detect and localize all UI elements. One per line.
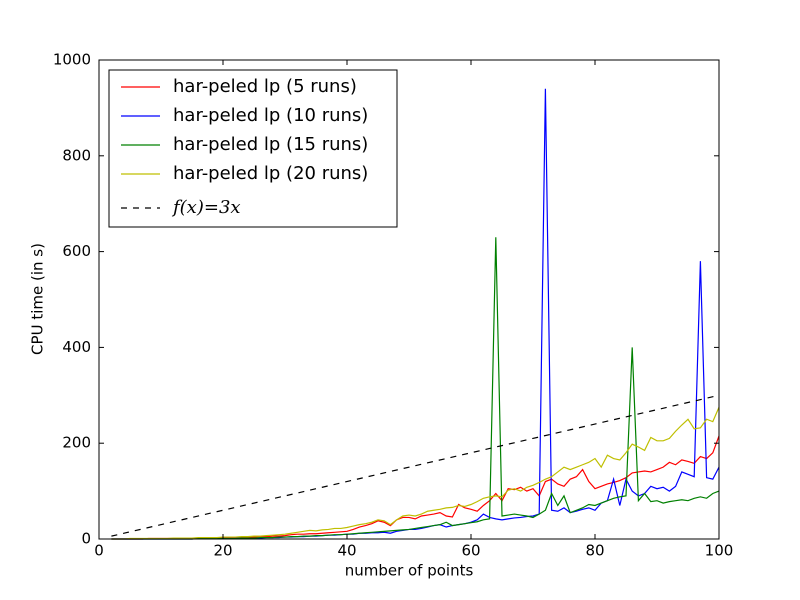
y-tick-label: 200 [62,434,91,452]
y-tick-label: 800 [62,146,91,164]
x-axis-label: number of points [345,562,474,580]
legend-label: har-peled lp (10 runs) [173,105,368,126]
legend-label: har-peled lp (5 runs) [173,76,357,97]
legend-label: har-peled lp (15 runs) [173,134,368,155]
legend: har-peled lp (5 runs) har-peled lp (10 ru… [108,69,398,228]
y-axis-label: CPU time (in s) [29,243,47,355]
y-tick-label: 400 [62,338,91,356]
x-tick-label: 80 [585,542,604,560]
y-tick-label: 600 [62,242,91,260]
legend-label: f(x)=3x [171,197,241,218]
x-tick-label: 100 [705,542,734,560]
legend-box [108,69,398,228]
legend-label: har-peled lp (20 runs) [173,163,368,184]
x-tick-label: 0 [94,542,104,560]
series-line [111,407,720,540]
y-tick-label: 0 [81,530,91,548]
x-tick-label: 60 [461,542,480,560]
x-tick-label: 20 [213,542,232,560]
plot-frame [98,59,720,540]
series-line [111,394,720,537]
x-tick-label: 40 [337,542,356,560]
y-tick-label: 1000 [53,51,91,69]
